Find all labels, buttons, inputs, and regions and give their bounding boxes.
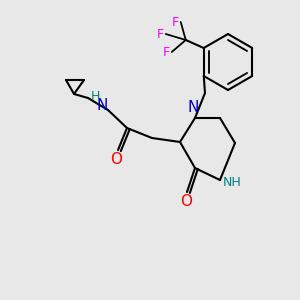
Text: N: N <box>96 98 108 112</box>
Text: N: N <box>187 100 199 115</box>
Text: F: F <box>157 28 164 40</box>
Text: F: F <box>163 46 170 59</box>
Text: F: F <box>172 16 179 28</box>
Text: O: O <box>180 194 192 208</box>
Text: NH: NH <box>223 176 242 190</box>
Text: O: O <box>110 152 122 166</box>
Text: H: H <box>90 89 100 103</box>
